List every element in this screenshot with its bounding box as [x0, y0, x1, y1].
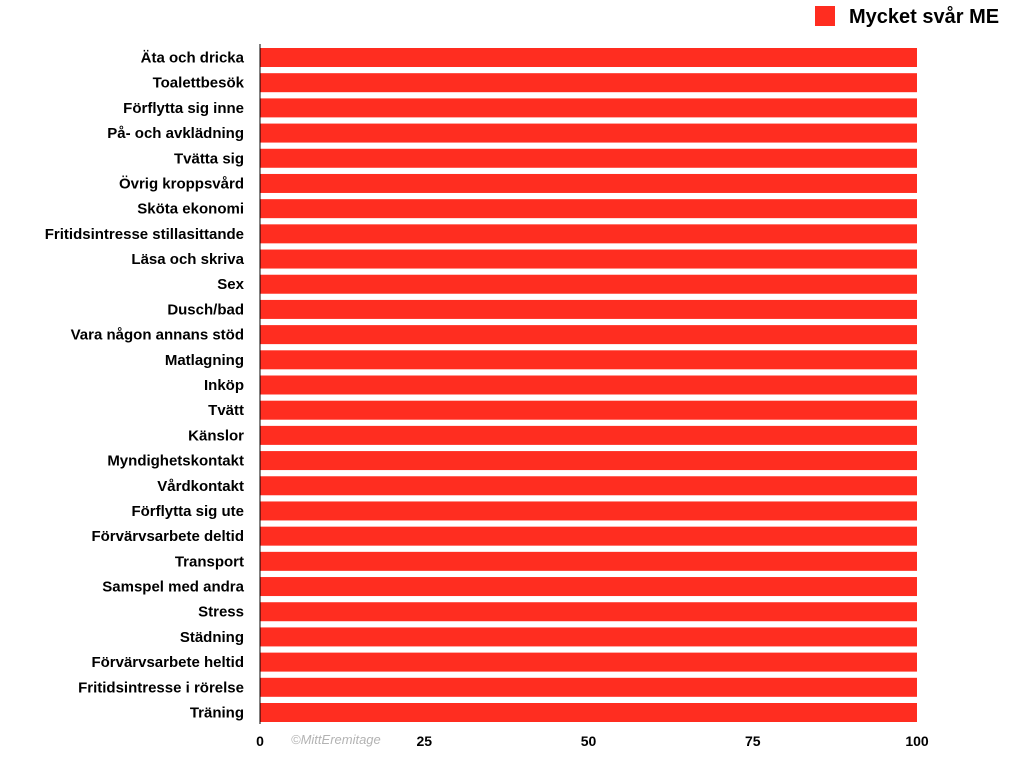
- bars: [260, 48, 917, 722]
- legend-swatch: [815, 6, 835, 26]
- category-label: Förflytta sig ute: [131, 503, 244, 520]
- category-label: Matlagning: [165, 352, 244, 369]
- bar: [260, 677, 917, 697]
- x-tick-label: 50: [581, 733, 597, 749]
- x-tick-label: 25: [416, 733, 432, 749]
- bar: [260, 73, 917, 93]
- category-label: Känslor: [188, 427, 244, 444]
- category-label: Fritidsintresse i rörelse: [78, 679, 244, 696]
- bar: [260, 703, 917, 722]
- bar: [260, 602, 917, 622]
- category-label: Vårdkontakt: [157, 478, 244, 495]
- watermark: ©MittEremitage: [291, 732, 381, 747]
- bar: [260, 274, 917, 294]
- bar: [260, 224, 917, 244]
- bar: [260, 425, 917, 445]
- bar: [260, 173, 917, 193]
- bar: [260, 451, 917, 471]
- bar: [260, 501, 917, 521]
- bar: [260, 551, 917, 571]
- bar: [260, 476, 917, 496]
- category-label: Träning: [190, 705, 244, 722]
- legend-label: Mycket svår ME: [849, 5, 999, 28]
- x-tick-labels: 0 25 50 75 100: [256, 733, 929, 749]
- bar: [260, 526, 917, 546]
- category-label: Förvärvsarbete heltid: [91, 654, 244, 671]
- category-label: Äta och dricka: [141, 50, 245, 67]
- category-label: Transport: [175, 553, 244, 570]
- category-label: Övrig kroppsvård: [119, 175, 244, 192]
- category-label: På- och avklädning: [107, 125, 244, 142]
- x-tick-label: 100: [905, 733, 929, 749]
- bar: [260, 249, 917, 269]
- bar: [260, 123, 917, 143]
- category-label: Samspel med andra: [102, 579, 244, 596]
- bar: [260, 299, 917, 319]
- bar: [260, 48, 917, 67]
- category-label: Läsa och skriva: [131, 251, 244, 268]
- category-label: Förflytta sig inne: [123, 100, 244, 117]
- category-label: Sex: [217, 276, 244, 293]
- bar: [260, 350, 917, 370]
- category-label: Sköta ekonomi: [137, 201, 244, 218]
- x-tick-label: 0: [256, 733, 264, 749]
- bar: [260, 652, 917, 672]
- category-labels: Äta och dricka Toalettbesök Förflytta sig …: [45, 50, 245, 722]
- category-label: Förvärvsarbete deltid: [91, 528, 244, 545]
- category-label: Toalettbesök: [153, 75, 245, 92]
- bar: [260, 400, 917, 420]
- bar: [260, 325, 917, 345]
- bar: [260, 627, 917, 647]
- bar: [260, 148, 917, 168]
- legend: Mycket svår ME: [815, 5, 999, 28]
- category-label: Städning: [180, 629, 244, 646]
- category-label: Inköp: [204, 377, 244, 394]
- category-label: Fritidsintresse stillasittande: [45, 226, 244, 243]
- bar: [260, 98, 917, 118]
- category-label: Vara någon annans stöd: [71, 327, 244, 344]
- category-label: Dusch/bad: [167, 301, 244, 318]
- bar: [260, 199, 917, 219]
- category-label: Stress: [198, 604, 244, 621]
- category-label: Tvätta sig: [174, 150, 244, 167]
- x-tick-label: 75: [745, 733, 761, 749]
- category-label: Myndighetskontakt: [107, 453, 244, 470]
- bar: [260, 375, 917, 395]
- category-label: Tvätt: [208, 402, 244, 419]
- bar: [260, 577, 917, 597]
